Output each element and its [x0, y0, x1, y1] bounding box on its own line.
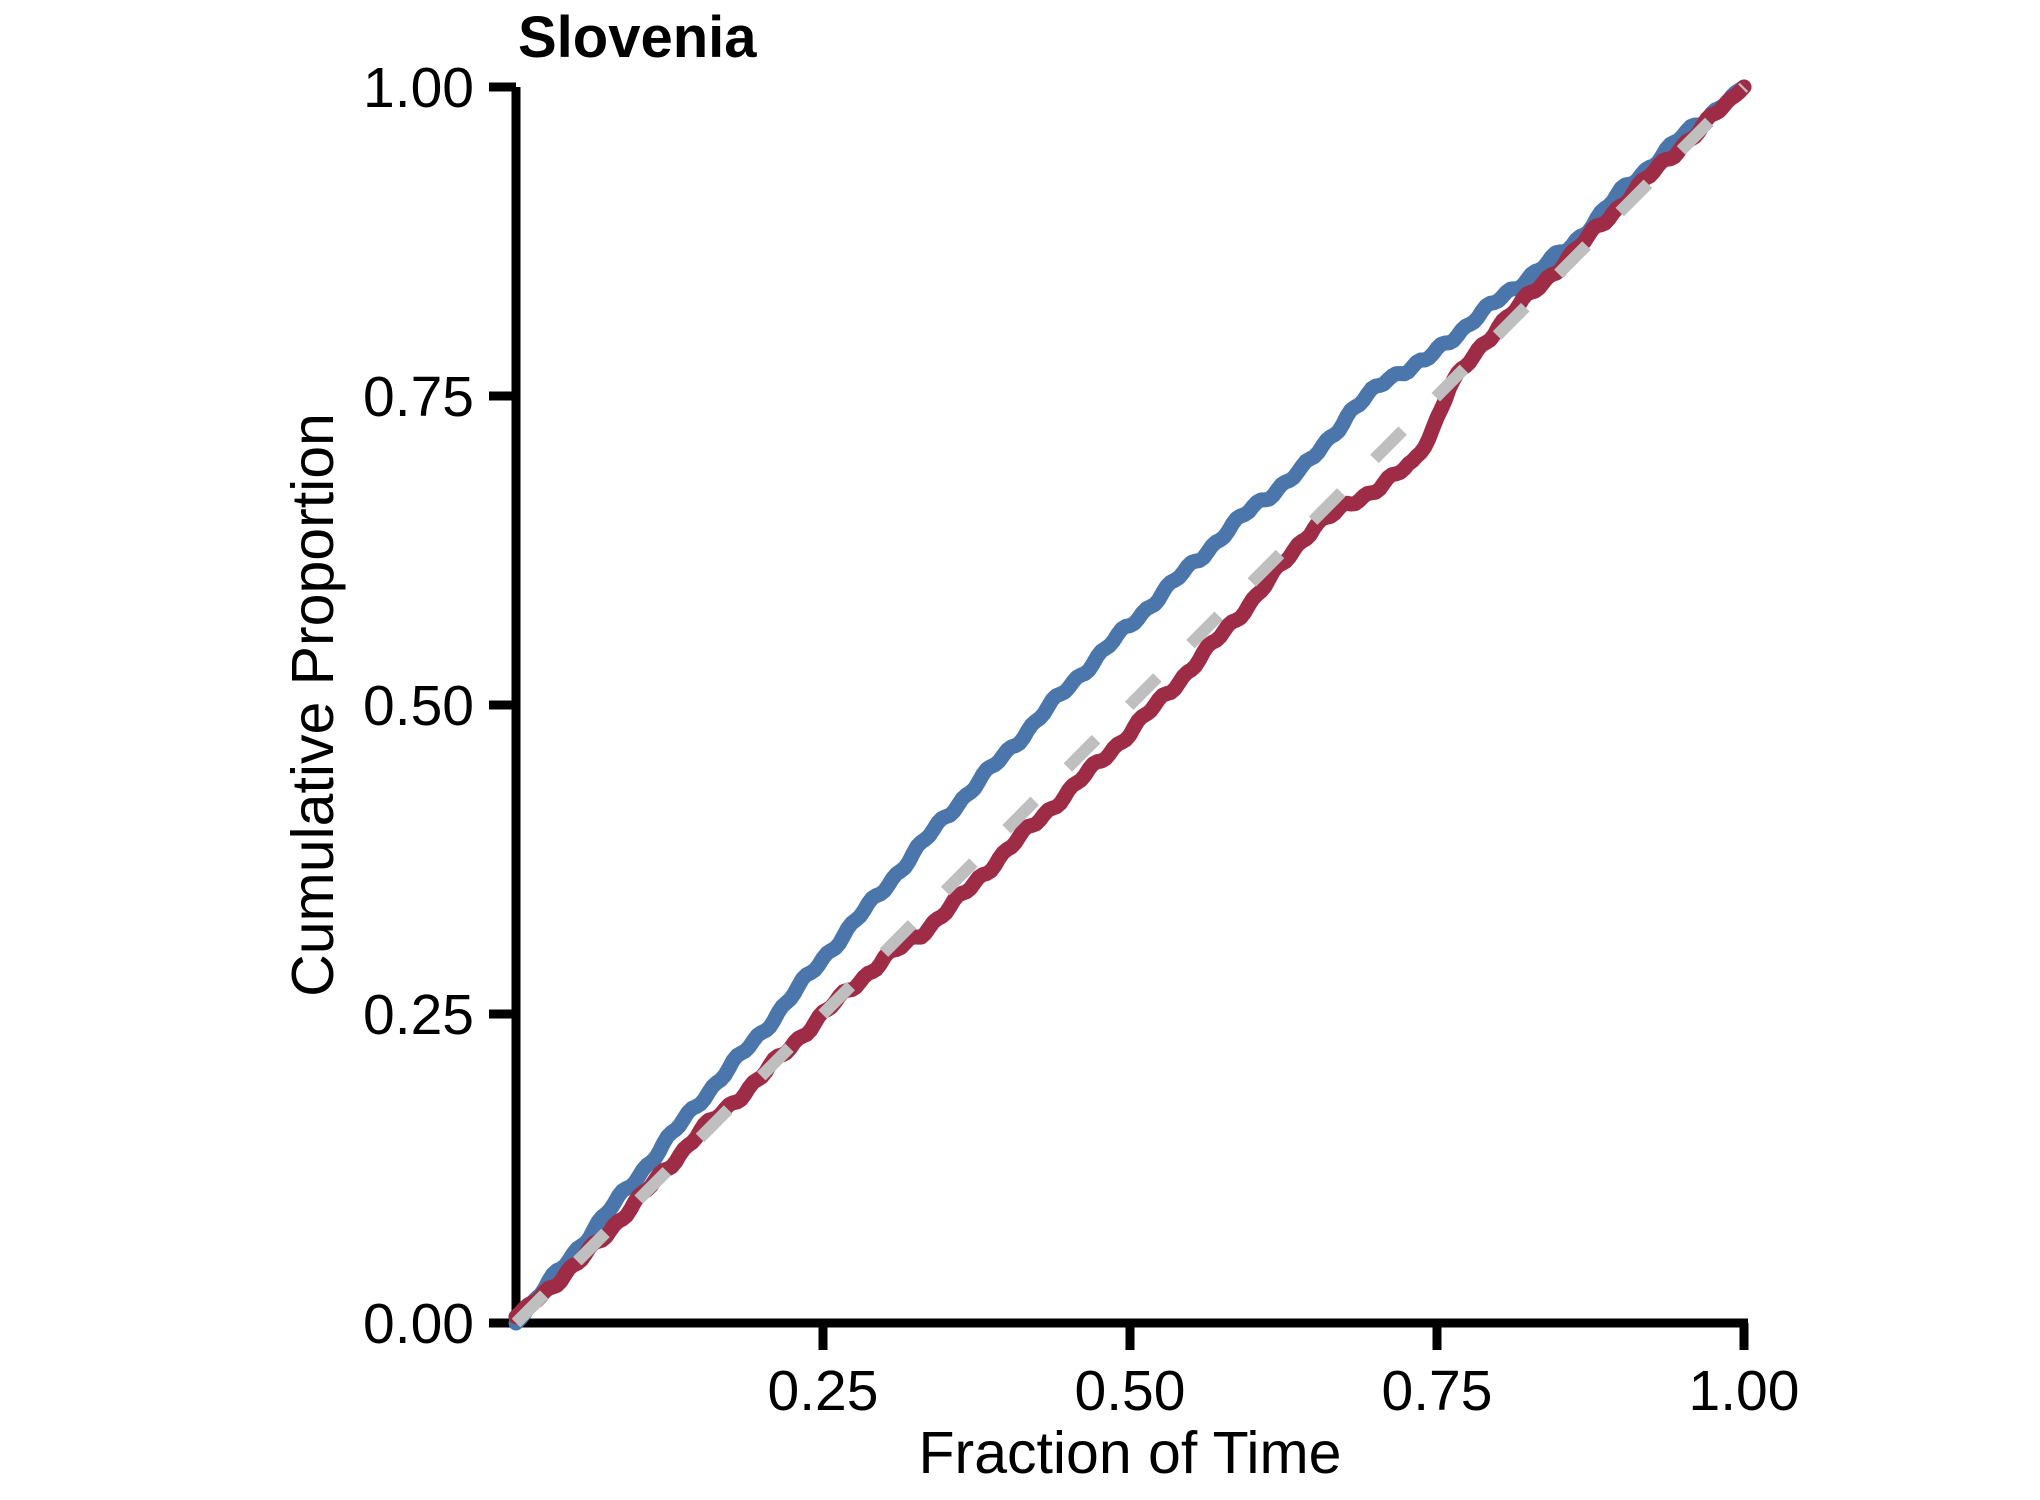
y-axis-label: Cumulative Proportion: [280, 413, 346, 997]
y-tick-label: 0.75: [363, 365, 474, 429]
diagonal-reference-line: [511, 82, 1749, 1328]
x-tick-label: 0.75: [1382, 1359, 1493, 1423]
chart-title: Slovenia: [518, 5, 757, 70]
series-layer: [508, 79, 1752, 1331]
y-tick-label: 0.50: [363, 674, 474, 738]
x-tick-label: 0.25: [768, 1359, 879, 1423]
x-axis-label: Fraction of Time: [919, 1420, 1342, 1486]
y-tick-label: 0.25: [363, 983, 474, 1047]
y-tick-label: 1.00: [363, 56, 474, 120]
series-line-upper-cdf: [508, 79, 1752, 1331]
x-tick-label: 0.50: [1075, 1359, 1186, 1423]
x-tick-label: 1.00: [1689, 1359, 1800, 1423]
axes: 1.00 0.75 0.50 0.25 0.00 0.25 0.50 0.75 …: [363, 56, 1799, 1423]
y-tick-label: 0.00: [363, 1292, 474, 1356]
